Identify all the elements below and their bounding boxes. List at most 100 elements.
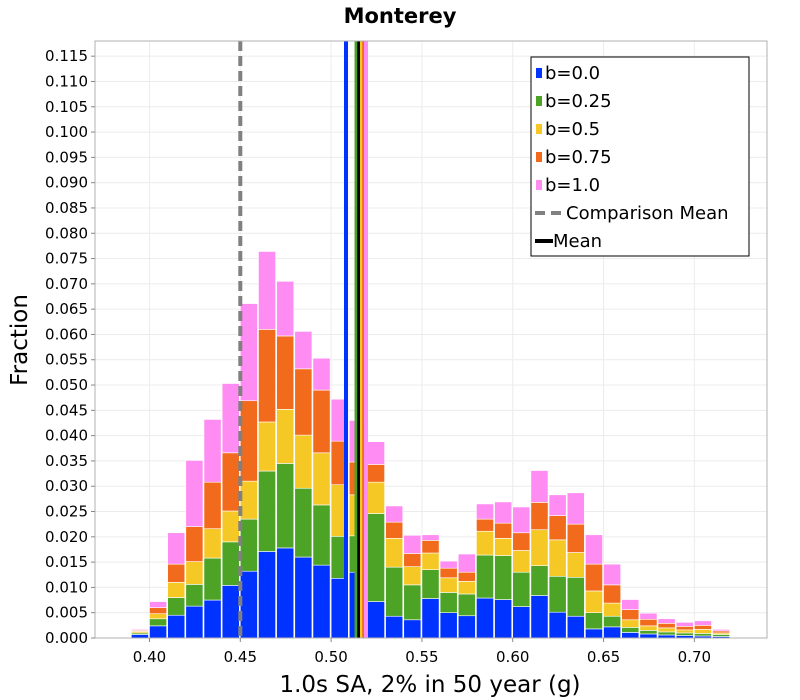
legend-label: b=1.0 [545,175,600,196]
bar-segment-b=0.25 [258,470,276,552]
bar-segment-b=1.0 [566,492,585,525]
bar-segment-b=0.75 [203,481,222,530]
y-tick-label: 0.070 [45,275,88,293]
y-tick-label: 0.110 [45,72,88,90]
y-tick-label: 0.060 [45,325,88,343]
bar-segment-b=0.5 [639,625,658,631]
legend-swatch [536,68,542,78]
chart-title: Monterey [344,4,457,28]
bar-segment-b=0.25 [512,571,531,607]
bar-segment-b=0.75 [548,515,567,541]
bar-segment-b=0.25 [457,593,476,617]
bar-segment-b=0.5 [694,629,712,634]
bar-stacks [112,251,749,639]
y-tick-label: 0.015 [45,553,88,571]
bar-segment-b=1.0 [457,553,476,573]
bar-segment-b=1.0 [167,532,186,565]
bar-segment-b=0.0 [639,633,658,639]
bar-segment-b=0.25 [294,487,313,558]
bar-segment-b=0.75 [294,368,313,436]
bar-segment-b=0.0 [131,634,149,639]
y-tick-label: 0.025 [45,503,88,521]
bar-segment-b=0.5 [621,619,640,628]
legend-swatch [536,96,542,106]
bar-segment-b=0.75 [149,607,167,615]
bar-segment-b=0.25 [203,557,222,601]
bar-segment-b=0.25 [603,615,622,628]
x-tick-label: 0.45 [224,648,257,666]
bar-segment-b=0.0 [258,551,276,639]
bar-segment-b=0.0 [385,615,404,639]
bar-segment-b=0.75 [675,626,694,631]
bar-segment-b=0.5 [203,528,222,559]
bar-segment-b=1.0 [712,629,730,632]
bar-segment-b=0.75 [712,630,730,634]
bar-segment-b=0.0 [566,615,585,639]
bar-segment-b=1.0 [203,419,222,483]
y-tick-label: 0.105 [45,98,88,116]
y-axis-title: Fraction [7,294,33,386]
y-tick-label: 0.045 [45,401,88,419]
bar-segment-b=0.5 [385,538,404,568]
bar-segment-b=0.75 [385,521,404,539]
bar-segment-b=0.0 [185,605,204,639]
bar-segment-b=1.0 [385,505,404,523]
bar-segment-b=1.0 [639,612,658,620]
bar-segment-b=0.5 [530,529,549,566]
bar-segment-b=0.25 [639,630,658,635]
y-tick-label: 0.005 [45,604,88,622]
legend-label: Comparison Mean [566,203,729,224]
bar-segment-b=0.5 [421,552,440,570]
bar-segment-b=0.75 [457,571,476,582]
legend-swatch [536,124,542,134]
plot-frame [94,40,768,639]
bar-segment-b=0.5 [675,629,694,634]
bar-segment-b=0.0 [276,547,295,639]
bar-segment-b=0.5 [221,510,240,543]
bar-segment-b=0.25 [439,592,458,614]
bar-segment-b=0.25 [276,463,295,549]
bar-segment-b=0.25 [548,575,567,613]
x-axis-title: 1.0s SA, 2% in 50 year (g) [279,672,580,698]
bar-segment-b=0.25 [694,633,712,637]
y-tick-label: 0.095 [45,148,88,166]
bar-segment-b=0.5 [185,561,204,585]
y-tick-label: 0.050 [45,376,88,394]
bar-segment-b=0.5 [494,538,513,556]
bar-segment-b=0.25 [657,631,676,636]
bar-segment-b=0.75 [167,563,186,583]
legend-swatch [536,180,542,190]
y-tick-label: 0.080 [45,224,88,242]
bar-segment-b=1.0 [512,506,531,534]
bar-segment-b=0.75 [258,329,276,423]
bar-segment-b=0.25 [566,576,585,617]
legend-label: b=0.25 [545,91,612,112]
bar-segment-b=0.25 [621,627,640,633]
x-tick-label: 0.65 [587,648,620,666]
bar-segment-b=0.0 [312,564,331,639]
bar-segment-b=1.0 [149,601,167,608]
bar-segment-b=0.75 [494,522,513,539]
bar-segment-b=0.0 [167,614,186,639]
bar-segment-b=0.5 [167,582,186,598]
bar-segment-b=1.0 [294,331,313,370]
bar-segment-b=0.25 [312,504,331,566]
bar-segment-b=0.5 [512,550,531,573]
bar-segment-b=0.5 [294,434,313,489]
bar-segment-b=0.75 [439,567,458,579]
bar-segment-b=1.0 [548,494,567,516]
bar-segment-b=0.0 [494,599,513,639]
y-tick-label: 0.065 [45,300,88,318]
bar-segment-b=0.5 [457,581,476,595]
legend-label: b=0.75 [545,147,612,168]
bar-segment-b=0.75 [530,502,549,531]
bar-segment-b=1.0 [675,622,694,627]
bar-segment-b=1.0 [276,281,295,337]
bar-segment-b=1.0 [239,303,258,402]
bar-segment-b=0.5 [312,452,331,506]
bar-segment-b=0.25 [403,584,422,621]
legend-label: b=0.0 [545,63,600,84]
bar-segment-b=0.25 [675,632,694,636]
y-tick-label: 0.030 [45,477,88,495]
bar-segment-b=0.5 [476,530,494,556]
